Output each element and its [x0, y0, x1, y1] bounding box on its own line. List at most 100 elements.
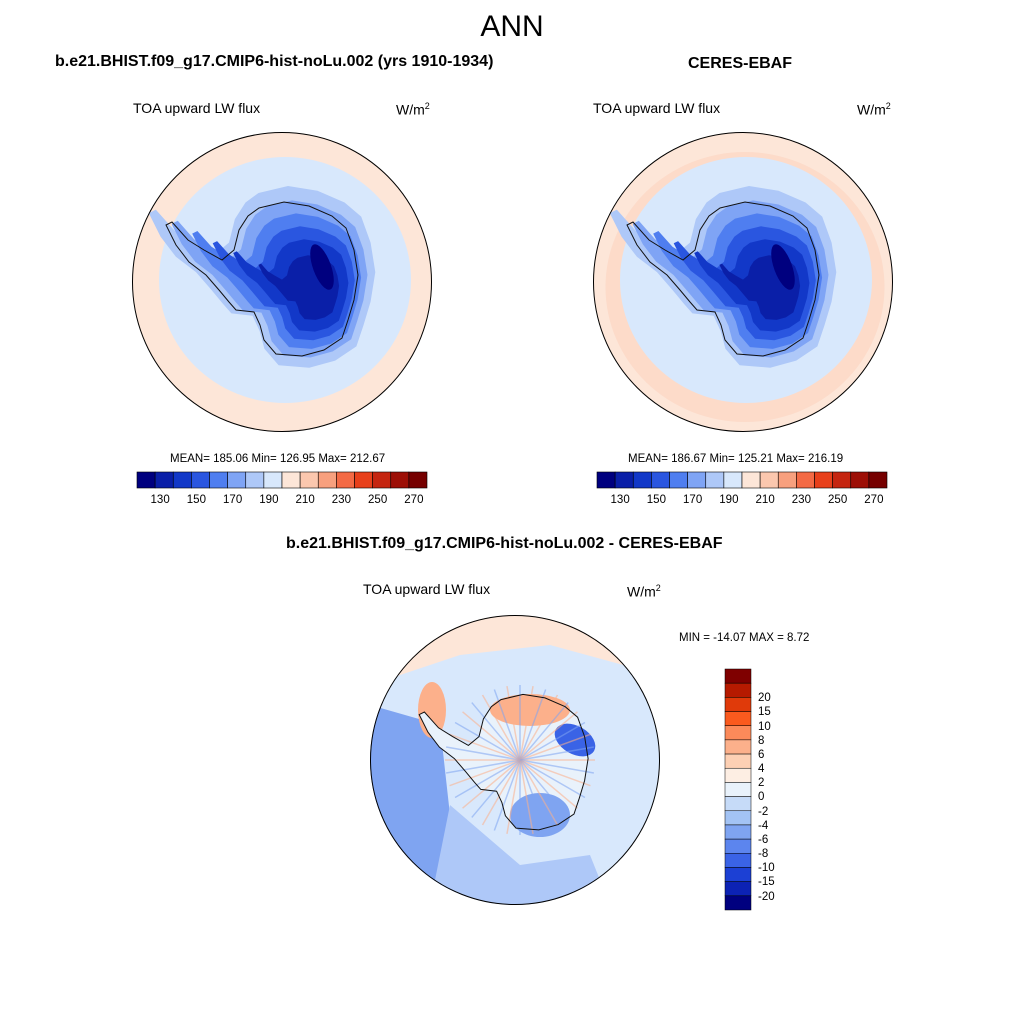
colorbar-box	[724, 782, 752, 797]
colorbar-box	[724, 881, 752, 897]
colorbar-tick-label: -4	[758, 819, 769, 832]
coastline	[418, 693, 589, 831]
map-field	[593, 132, 893, 432]
flux-minimum	[771, 244, 795, 290]
panel-diff-title: b.e21.BHIST.f09_g17.CMIP6-hist-noLu.002 …	[286, 535, 723, 552]
colorbar-box	[759, 471, 779, 489]
colorbar-tick-label: 150	[646, 494, 666, 506]
difference-colorbar-ticks: 20 15 10 8 6 4 2 0 -2 -4 -6 -8 -10 -15 -20	[756, 669, 796, 910]
panel-model-stats: MEAN= 185.06 Min= 126.95 Max= 212.67	[170, 453, 386, 465]
colorbar-box	[390, 471, 410, 489]
colorbar-tick-label: 20	[758, 692, 771, 705]
colorbar-tick-label: -8	[758, 848, 769, 861]
panel-obs-units: W/m2	[857, 101, 891, 118]
streak	[481, 759, 521, 826]
colorbar-box	[614, 471, 634, 489]
map-boundary	[370, 615, 660, 905]
map-boundary	[593, 132, 893, 432]
colorbar-box	[191, 471, 210, 489]
colorbar-tick-label: -6	[758, 833, 769, 846]
colorbar-box	[724, 668, 752, 684]
colorbar-box	[724, 796, 752, 812]
streak	[519, 759, 594, 774]
colorbar-tick-label: -20	[758, 890, 775, 903]
streak	[519, 759, 586, 799]
difference-polar-map	[370, 615, 660, 905]
colorbar-box	[263, 471, 283, 489]
streak	[462, 711, 521, 761]
streak	[519, 759, 547, 831]
streak	[454, 759, 521, 799]
colorbar-tick-label: 170	[223, 494, 243, 506]
streak	[446, 746, 521, 761]
panel-model-title: b.e21.BHIST.f09_g17.CMIP6-hist-noLu.002 …	[55, 53, 494, 70]
colorbar-tick-label: 8	[758, 734, 765, 747]
flux-minimum	[310, 244, 334, 290]
difference-colorbar	[724, 668, 752, 911]
coastline	[165, 201, 359, 357]
colorbar-box	[317, 471, 337, 489]
colorbar-tick-label: 10	[758, 720, 771, 733]
colorbar-box	[724, 682, 752, 698]
streak	[481, 694, 521, 761]
figure-title: ANN	[480, 10, 544, 43]
streak	[449, 733, 521, 761]
colorbar-tick-label: 250	[828, 494, 848, 506]
colorbar-box	[724, 739, 752, 755]
colorbar-tick-label: 230	[791, 494, 811, 506]
colorbar-tick-label: 270	[864, 494, 884, 506]
panel-diff-stats: MIN = -14.07 MAX = 8.72	[679, 632, 810, 644]
panel-obs-stats: MEAN= 186.67 Min= 125.21 Max= 216.19	[628, 453, 844, 465]
panel-model-units: W/m2	[396, 101, 430, 118]
colorbar-box	[724, 810, 752, 826]
streak	[449, 759, 521, 787]
colorbar-box	[723, 471, 743, 489]
colorbar-box	[724, 711, 752, 726]
colorbar-tick-label: -10	[758, 862, 775, 875]
colorbar-box	[408, 471, 428, 489]
streak	[462, 759, 521, 809]
colorbar-tick-label: 210	[755, 494, 775, 506]
colorbar-tick-label: 6	[758, 748, 765, 761]
colorbar-box	[724, 867, 752, 882]
colorbar-tick-label: 190	[719, 494, 739, 506]
colorbar-box	[354, 471, 373, 489]
streak	[519, 686, 534, 761]
colorbar-box	[669, 471, 688, 489]
colorbar-box	[724, 753, 752, 769]
streak	[471, 759, 521, 818]
colorbar-box	[687, 471, 707, 489]
streak	[519, 702, 569, 761]
coastline	[626, 201, 820, 357]
colorbar-box	[227, 471, 247, 489]
colorbar-tick-label: 190	[259, 494, 279, 506]
colorbar-box	[172, 471, 192, 489]
colorbar-box	[299, 471, 319, 489]
colorbar-box	[741, 471, 761, 489]
streak	[519, 733, 591, 761]
colorbar-tick-label: -15	[758, 876, 775, 889]
streak	[446, 759, 521, 774]
colorbar-box	[724, 838, 752, 854]
streak	[519, 759, 569, 818]
colorbar-box	[372, 471, 392, 489]
colorbar-box	[796, 471, 815, 489]
colorbar-tick-label: 15	[758, 706, 771, 719]
colorbar-box	[136, 471, 156, 489]
streak	[519, 759, 591, 787]
colorbar-box	[832, 471, 852, 489]
colorbar-box	[777, 471, 797, 489]
streak	[519, 759, 578, 809]
streak	[519, 721, 586, 761]
colorbar-tick-label: 150	[186, 494, 206, 506]
colorbar-box	[245, 471, 265, 489]
map-boundary	[132, 132, 432, 432]
colorbar-tick-label: 270	[404, 494, 424, 506]
streak	[519, 746, 594, 761]
streak	[519, 759, 534, 834]
model-colorbar-ticks: 130 150 170 190 210 230 250 270	[137, 494, 427, 510]
colorbar-tick-label: 0	[758, 791, 765, 804]
colorbar-tick-label: 230	[331, 494, 351, 506]
colorbar-box	[154, 471, 174, 489]
streak	[506, 759, 521, 834]
